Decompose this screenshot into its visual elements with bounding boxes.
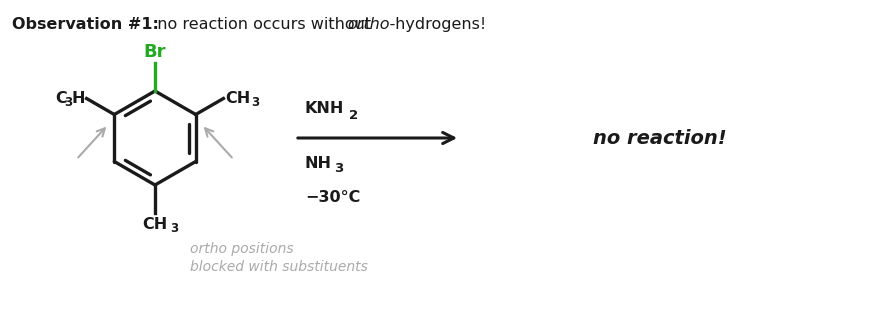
- Text: KNH: KNH: [305, 101, 344, 116]
- Text: C: C: [55, 91, 67, 106]
- Text: NH: NH: [305, 156, 332, 171]
- Text: no reaction!: no reaction!: [593, 129, 726, 148]
- Text: Br: Br: [143, 43, 166, 61]
- Text: 3: 3: [169, 222, 178, 235]
- Text: ortho positions: ortho positions: [189, 242, 294, 256]
- Text: 3: 3: [251, 96, 259, 109]
- Text: 2: 2: [348, 109, 358, 122]
- Text: CH: CH: [143, 217, 168, 232]
- Text: 3: 3: [64, 96, 72, 109]
- Text: blocked with substituents: blocked with substituents: [189, 260, 368, 274]
- Text: no reaction occurs without: no reaction occurs without: [147, 17, 375, 32]
- Text: −30°C: −30°C: [305, 190, 360, 205]
- Text: Observation #1:: Observation #1:: [12, 17, 159, 32]
- Text: CH: CH: [225, 91, 250, 106]
- Text: hydrogens!: hydrogens!: [389, 17, 486, 32]
- Text: ortho-: ortho-: [347, 17, 395, 32]
- Text: 3: 3: [334, 162, 343, 175]
- Text: H: H: [71, 91, 84, 106]
